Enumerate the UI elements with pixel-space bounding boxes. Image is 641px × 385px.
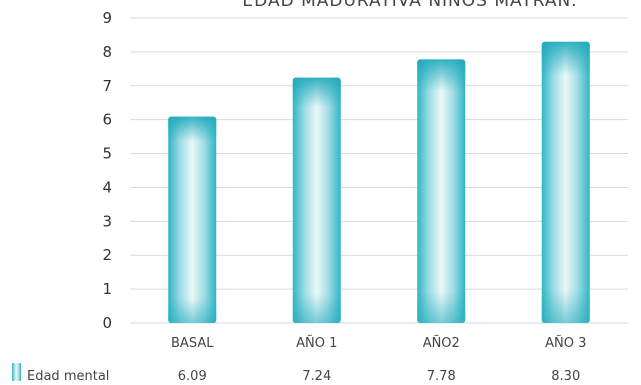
bar-shading [292,77,341,324]
y-axis-ticks: 0 1 2 3 4 5 6 7 8 9 [102,9,112,332]
chart-title: EDAD MADURATIVA NIÑOS MATRAN. [242,0,577,11]
bar [168,116,217,323]
chart-title-group: EDAD MADURATIVA NIÑOS MATRAN. [242,0,577,11]
x-category-label: BASAL [171,336,214,351]
bar-shading [541,41,590,323]
y-tick-label: 8 [102,43,112,61]
legend-swatch [12,363,21,381]
bar [541,41,590,323]
y-tick-label: 3 [102,212,112,230]
bar [292,77,341,324]
bar-shading [168,116,217,323]
y-tick-label: 2 [102,246,112,264]
data-value-label: 7.78 [427,369,456,384]
y-tick-label: 0 [102,314,112,332]
data-value-label: 8.30 [551,369,580,384]
data-value-label: 7.24 [302,369,331,384]
y-tick-label: 7 [102,77,112,95]
y-tick-label: 1 [102,280,112,298]
x-category-label: AÑO 3 [545,335,586,351]
legend-data-table: Edad mental [12,363,109,384]
x-category-label: AÑO2 [423,335,460,351]
bar-shading [417,59,466,323]
x-axis-categories: BASAL AÑO 1 AÑO2 AÑO 3 [171,335,586,351]
y-tick-label: 9 [102,9,112,27]
data-value-label: 6.09 [178,369,207,384]
y-tick-label: 6 [102,111,112,129]
bars [168,41,590,324]
y-tick-label: 5 [102,145,112,163]
x-category-label: AÑO 1 [296,335,337,351]
y-tick-label: 4 [102,178,112,196]
legend-series-name: Edad mental [27,369,109,384]
bar [417,59,466,323]
data-table-values: 6.09 7.24 7.78 8.30 [178,369,580,384]
